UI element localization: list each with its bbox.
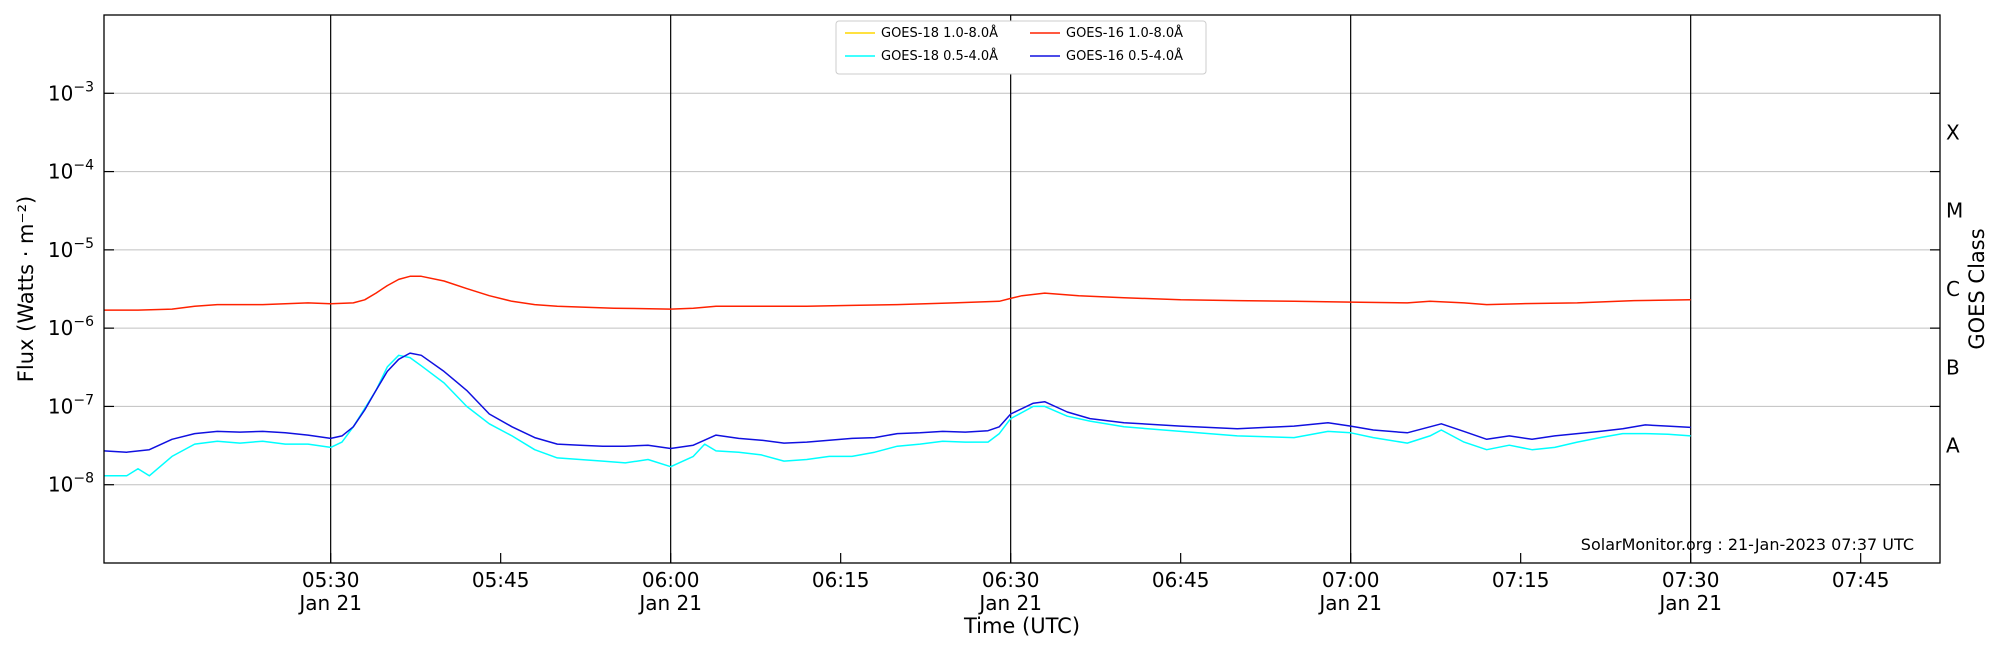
legend-box bbox=[835, 20, 1207, 75]
x-tick-date-label: Jan 21 bbox=[1317, 591, 1382, 615]
legend-label-2: GOES-16 1.0-8.0Å bbox=[1066, 25, 1183, 41]
plot-frame bbox=[103, 14, 1941, 564]
x-axis-title: Time (UTC) bbox=[963, 614, 1080, 638]
legend-label-1: GOES-18 0.5-4.0Å bbox=[881, 48, 998, 64]
x-tick-label: 07:30 bbox=[1662, 568, 1720, 592]
day-marker-lines bbox=[330, 15, 1692, 563]
credit-text: SolarMonitor.org : 21-Jan-2023 07:37 UTC bbox=[1581, 535, 1914, 554]
x-tick-label: 07:15 bbox=[1492, 568, 1550, 592]
series-line-3 bbox=[103, 352, 1691, 453]
x-tick-label: 05:30 bbox=[302, 568, 360, 592]
x-tick-label: 07:45 bbox=[1832, 568, 1890, 592]
flux-series bbox=[103, 275, 1691, 477]
x-tick-label: 06:15 bbox=[812, 568, 870, 592]
goes-class-label-b: B bbox=[1946, 355, 1960, 379]
x-tick-label: 06:45 bbox=[1152, 568, 1210, 592]
goes-class-label-a: A bbox=[1946, 434, 1960, 458]
y-tick-label: 10−8 bbox=[48, 471, 94, 497]
y-axis-ticks: 10−3 10−4 10−5 10−6 10−7 10−8 bbox=[48, 79, 1940, 497]
goes-class-label-c: C bbox=[1946, 277, 1960, 301]
plot-area bbox=[104, 15, 1940, 563]
x-tick-label: 06:00 bbox=[642, 568, 700, 592]
x-tick-label: 05:45 bbox=[472, 568, 530, 592]
x-tick-date-label: Jan 21 bbox=[1657, 591, 1722, 615]
series-line-1 bbox=[104, 354, 1691, 477]
y-tick-label: 10−6 bbox=[48, 314, 94, 340]
y-tick-label: 10−4 bbox=[48, 158, 94, 184]
x-tick-date-label: Jan 21 bbox=[637, 591, 702, 615]
y-axis-title: Flux (Watts · m⁻²) bbox=[14, 196, 38, 382]
x-tick-date-label: Jan 21 bbox=[297, 591, 362, 615]
x-tick-label: 06:30 bbox=[982, 568, 1040, 592]
legend-label-0: GOES-18 1.0-8.0Å bbox=[881, 25, 998, 41]
y-tick-label: 10−7 bbox=[48, 392, 94, 418]
y-tick-label: 10−3 bbox=[48, 79, 94, 105]
goes-class-label-x: X bbox=[1946, 120, 1960, 144]
series-line-2 bbox=[104, 275, 1691, 311]
legend-label-3: GOES-16 0.5-4.0Å bbox=[1066, 48, 1183, 64]
legend: GOES-18 1.0-8.0Å GOES-18 0.5-4.0Å GOES-16 … bbox=[835, 20, 1207, 75]
goes-class-labels: X M C B A bbox=[1946, 120, 1963, 457]
x-tick-date-label: Jan 21 bbox=[977, 591, 1042, 615]
goes-class-label-m: M bbox=[1946, 199, 1963, 223]
grid-lines bbox=[104, 92, 1940, 486]
y-axis-right-title: GOES Class bbox=[1965, 228, 1989, 349]
x-tick-label: 07:00 bbox=[1322, 568, 1380, 592]
y-tick-label: 10−5 bbox=[48, 236, 94, 262]
